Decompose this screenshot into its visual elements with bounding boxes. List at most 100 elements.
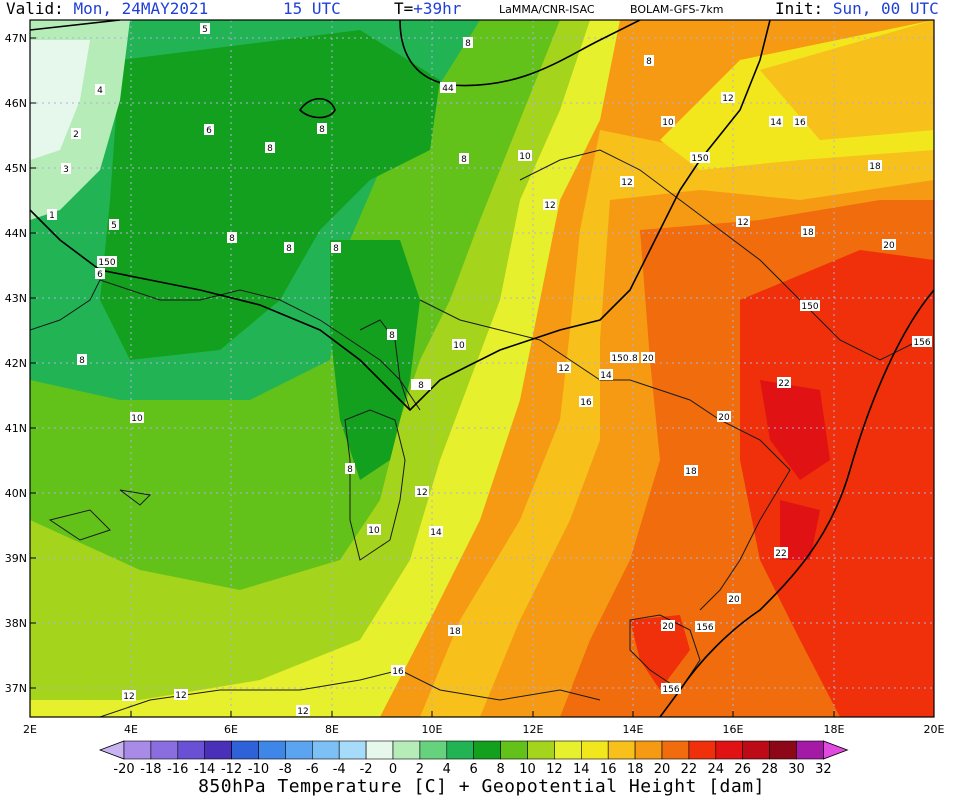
contour-label: 6 [204,124,214,136]
lon-tick-label: 8E [325,723,339,736]
svg-text:8: 8 [465,39,471,49]
lat-tick-label: 43N [5,292,27,305]
svg-text:22: 22 [778,379,789,389]
svg-text:12: 12 [737,218,748,228]
contour-label: 8 [644,55,654,67]
contour-label: 8 [463,37,473,49]
colorbar-tick-label: -18 [140,762,161,777]
svg-text:150: 150 [691,154,708,164]
contour-label: 12 [122,690,136,702]
contour-label: 8 [77,354,87,366]
svg-text:10: 10 [131,414,143,424]
colorbar-tick-label: 26 [734,762,751,777]
colorbar-tick-label: 24 [708,762,725,777]
colorbar-swatch [365,740,394,760]
svg-text:14: 14 [770,118,782,128]
coast-adriatic-east [519,149,921,361]
lon-tick-label: 12E [523,723,544,736]
contour-label: 18 [801,226,815,238]
svg-text:18: 18 [449,627,461,637]
coast-sardinia [344,409,406,561]
contour-label: 12 [736,216,750,228]
model-label: BOLAM-GFS-7km [630,3,724,16]
svg-text:8: 8 [267,144,273,154]
field-sardinia-core [330,240,420,480]
lat-tick-label: 39N [5,552,27,565]
contour-label: 12 [415,486,429,498]
colorbar-swatch [769,740,797,760]
colorbar-tick-label: -8 [279,762,292,777]
valid-label: Valid: [6,0,64,18]
svg-text:44: 44 [442,84,454,94]
colorbar-tick-label: 22 [681,762,698,777]
svg-text:8: 8 [418,381,424,391]
field-0 [30,40,90,160]
colorbar-swatch [554,740,582,760]
colorbar-swatch [285,740,313,760]
lat-tick-label: 45N [5,162,27,175]
contour-label: 8 [265,142,275,154]
colorbar-tick-label: 8 [496,762,504,777]
contour-label: 1 [47,209,57,221]
colorbar-tick-label: 28 [761,762,778,777]
svg-text:12: 12 [558,364,569,374]
lat-tick-label: 44N [5,227,27,240]
svg-text:16: 16 [794,118,806,128]
contour-label: 2 [71,128,81,140]
field-22 [740,250,934,717]
svg-text:156: 156 [662,685,679,695]
lat-tick-label: 46N [5,97,27,110]
contour-label: 18 [448,625,462,637]
field-24b [780,500,820,560]
svg-text:150: 150 [98,258,115,268]
coast-italy-west [419,299,791,611]
lon-tick-label: 16E [723,723,744,736]
svg-text:150: 150 [611,354,628,364]
contour-label: 12 [543,199,557,211]
svg-text:18: 18 [685,467,697,477]
svg-text:156: 156 [913,338,930,348]
svg-text:5: 5 [202,25,208,35]
contour-label: 18 [625,352,639,364]
colorbar-tick-label: 2 [416,762,424,777]
contour-label: 44 [440,82,456,94]
forecast-step: T=+39hr [394,0,461,20]
svg-text:20: 20 [718,413,730,423]
svg-text:20: 20 [728,595,740,605]
contour-label-group: 5 8 8 4 44 6 8 12 10 8 16 14 2 8 8 10 15… [47,23,932,717]
colorbar-tick-label: -6 [306,762,319,777]
lon-tick-label: 20E [924,723,945,736]
contour-label: 156 [695,621,715,633]
colorbar-swatch [419,740,448,760]
colorbar-tick-label: 12 [546,762,563,777]
colorbar-swatch [527,740,555,760]
colorbar-swatch [796,740,824,760]
contour-label: 3 [61,163,71,175]
svg-text:8: 8 [646,57,652,67]
contour-label: 8 [317,123,327,135]
gph-contour-156 [659,289,934,717]
figure-caption: 850hPa Temperature [C] + Geopotential He… [198,776,765,797]
field-24 [760,380,830,480]
svg-text:20: 20 [883,241,895,251]
svg-text:6: 6 [206,126,212,136]
svg-text:8: 8 [229,234,235,244]
t-value: +39hr [413,0,462,18]
valid-utc: 15 UTC [283,0,341,18]
svg-text:10: 10 [368,526,380,536]
colorbar-tick-label: 20 [654,762,671,777]
contour-label: 8 [227,232,237,244]
lon-tick-label: 14E [623,723,644,736]
contour-label: 150 [97,256,117,268]
contour-label: 22 [777,377,791,389]
contour-label: 8 [345,463,355,475]
svg-text:12: 12 [297,707,308,717]
colorbar-tick-label: -16 [167,762,188,777]
longitude-axis: 2E 4E 6E 8E 10E 12E 14E 16E 18E 20E [23,711,945,736]
svg-text:20: 20 [662,622,674,632]
geopotential-contours [30,20,934,717]
contour-label: 14 [769,116,783,128]
gph-contour-a [30,20,121,31]
map-frame [29,19,935,718]
contour-label: 22 [774,547,788,559]
